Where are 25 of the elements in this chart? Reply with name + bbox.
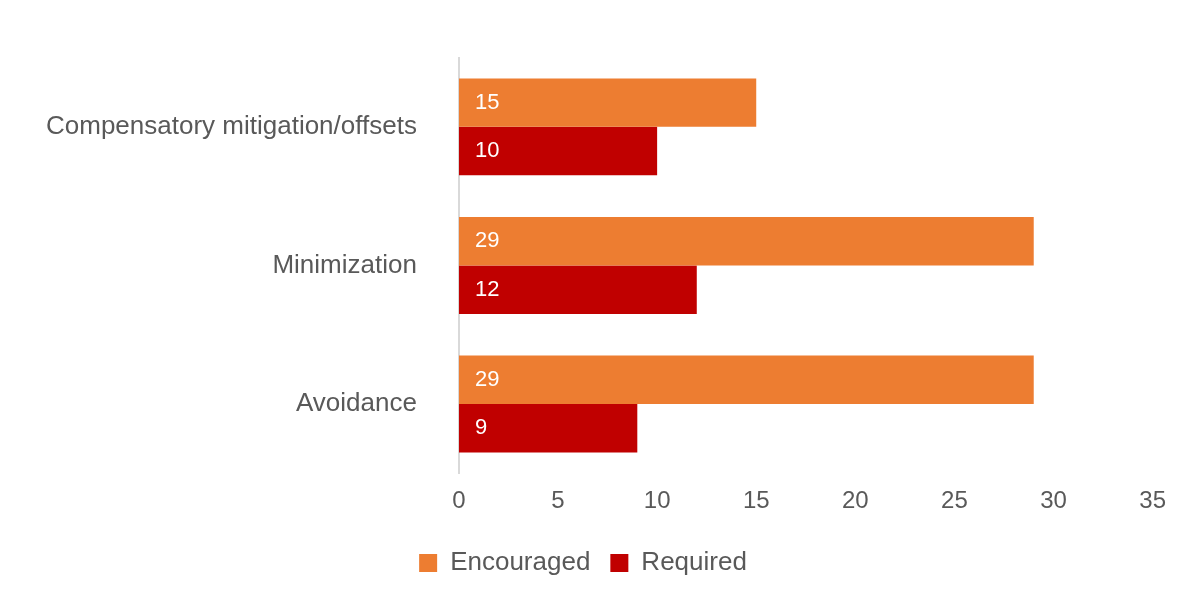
x-tick-label: 10	[643, 486, 671, 514]
y-tick-label: Avoidance	[295, 387, 417, 418]
bar	[458, 216, 1034, 266]
y-tick-label: Minimization	[272, 248, 417, 279]
bar	[458, 78, 757, 127]
bar	[458, 403, 638, 453]
bar	[458, 355, 1034, 404]
y-tick-label: Compensatory mitigation/offsets	[46, 110, 417, 141]
x-tick-label: 0	[452, 486, 466, 514]
x-tick-label: 5	[551, 486, 565, 514]
bar	[458, 126, 658, 176]
legend-label: Required	[641, 546, 747, 577]
data-label: 10	[474, 137, 500, 163]
bar	[458, 265, 697, 314]
x-tick-label: 35	[1139, 486, 1166, 514]
legend-label: Encouraged	[450, 546, 591, 577]
data-label: 12	[474, 275, 500, 301]
data-label: 15	[474, 88, 500, 114]
data-label: 29	[474, 227, 500, 253]
data-label: 29	[474, 365, 500, 391]
x-tick-label: 30	[1040, 486, 1067, 514]
x-tick-label: 25	[941, 486, 968, 514]
data-label: 9	[474, 414, 488, 440]
x-tick-label: 20	[841, 486, 869, 514]
x-tick-label: 15	[742, 486, 770, 514]
